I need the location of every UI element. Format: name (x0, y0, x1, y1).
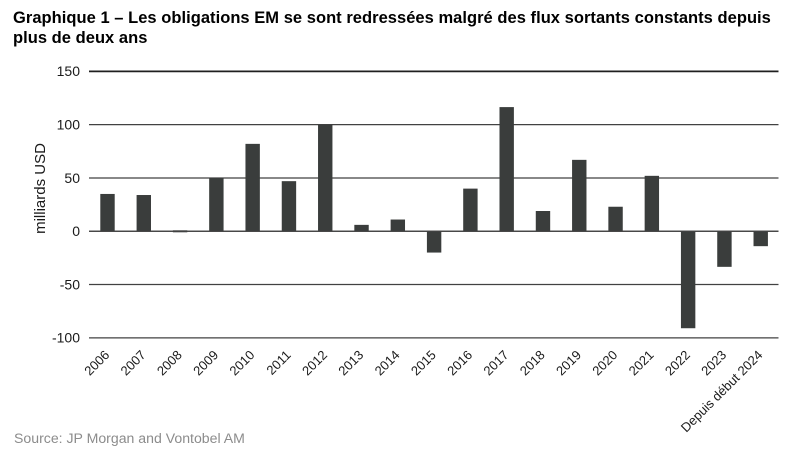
svg-text:-50: -50 (60, 276, 80, 292)
svg-text:50: 50 (64, 170, 80, 186)
svg-text:150: 150 (57, 63, 81, 79)
svg-text:-100: -100 (52, 330, 80, 346)
svg-text:0: 0 (72, 223, 80, 239)
svg-text:100: 100 (57, 116, 81, 132)
svg-text:milliards USD: milliards USD (32, 143, 49, 234)
